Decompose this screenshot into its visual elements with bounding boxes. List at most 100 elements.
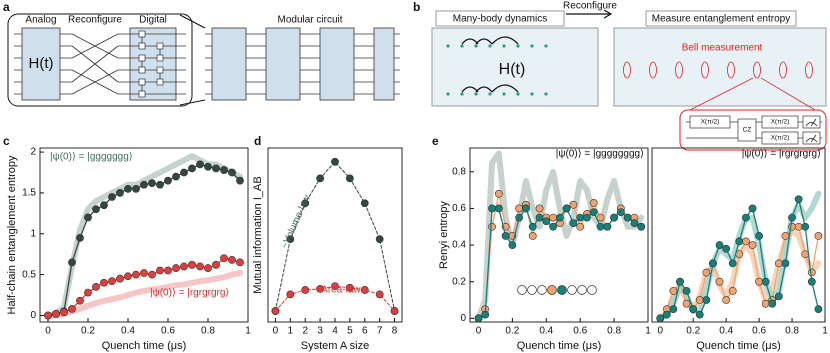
data-point (360, 286, 369, 294)
gate (737, 118, 757, 142)
data-point (748, 241, 757, 249)
reconfigure-label: Reconfigure (68, 15, 122, 26)
analog-label: Analog (25, 15, 56, 26)
bell-label: Bell measurement (682, 43, 763, 54)
module (373, 27, 395, 101)
data-point (781, 259, 790, 268)
data-point (228, 256, 236, 264)
x-tick-label: 2 (302, 326, 308, 337)
data-point (331, 282, 339, 290)
x-tick-label: 0 (657, 326, 663, 337)
x-axis-label: System A size (301, 340, 369, 352)
data-point (331, 157, 339, 166)
hamiltonian: H(t) (499, 61, 526, 78)
atoms (446, 44, 548, 96)
x-axis-label: Quench time (μs) (517, 340, 602, 352)
data-point (204, 162, 212, 171)
plot-frame (651, 147, 826, 323)
x-tick-label: 0.8 (201, 326, 215, 337)
data-point (630, 219, 639, 227)
gate (689, 115, 731, 129)
data-point (236, 258, 244, 267)
data-point (212, 164, 220, 173)
y-tick-label: 1 (30, 228, 36, 239)
data-point (140, 180, 148, 189)
data-point (100, 278, 108, 287)
data-point (68, 258, 76, 267)
data-point (814, 232, 823, 240)
panel-label: a (3, 0, 10, 14)
data-point (188, 260, 196, 269)
data-point (722, 296, 731, 304)
data-point (172, 172, 180, 181)
gate-label: CZ (743, 127, 752, 134)
panel-label: b (413, 0, 420, 14)
data-point (735, 237, 744, 246)
data-point (682, 299, 691, 308)
digital-wires (130, 33, 176, 95)
panel-a: a H(t) Analog Reconfigure Digital Modula… (3, 0, 400, 107)
frame (7, 13, 193, 107)
y-tick-label: 1.5 (22, 188, 36, 199)
data-point (60, 308, 68, 317)
data-point (662, 310, 671, 319)
data-point (755, 232, 763, 240)
annotation: ~Area-law (315, 285, 361, 296)
data-point (345, 174, 354, 183)
data-point (515, 213, 524, 222)
data-point (148, 179, 156, 188)
x-tick-label: 1 (822, 326, 828, 337)
data-point (508, 241, 517, 249)
x-tick-label: 1 (288, 326, 294, 337)
data-point (576, 222, 585, 231)
data-point (515, 204, 524, 213)
data-point (188, 164, 196, 173)
data-point (100, 201, 108, 210)
x-tick-label: 4 (332, 326, 338, 337)
data-point (728, 286, 737, 295)
y-axis-label: Mutual information I_AB (252, 176, 264, 293)
data-point (116, 189, 124, 197)
module (265, 27, 301, 101)
panel-label: c (3, 134, 10, 148)
data-point (488, 222, 496, 231)
arrow (566, 9, 613, 19)
hamiltonian: H(t) (29, 55, 54, 72)
data-point (76, 233, 84, 242)
plot-frame (39, 147, 249, 323)
data-point (212, 260, 220, 269)
data-point (84, 288, 92, 297)
data-point (92, 205, 100, 214)
data-point (84, 213, 92, 222)
data-point (535, 213, 544, 222)
meter (802, 115, 821, 129)
data-point (742, 237, 750, 246)
data-point (196, 262, 204, 271)
gate-label: X(π/2) (771, 135, 790, 142)
x-tick-label: 0 (273, 326, 279, 337)
data-point (596, 222, 605, 231)
meter (802, 131, 821, 145)
data-point (682, 286, 691, 295)
data-point (220, 166, 228, 174)
data-point (695, 296, 704, 304)
data-point (788, 222, 796, 231)
data-point (669, 305, 678, 314)
module (319, 27, 355, 101)
data-point (702, 268, 711, 277)
y-axis-label: Renyi entropy (438, 201, 450, 269)
data-point (676, 277, 684, 286)
x-tick-label: 0.6 (573, 326, 587, 337)
measure-tag (645, 10, 797, 27)
y-tick-label: 0.5 (22, 269, 36, 280)
data-point (637, 222, 646, 231)
y-tick-label: 0 (30, 310, 36, 321)
panel-label: e (432, 134, 439, 148)
data-point (132, 184, 140, 193)
data-point (528, 232, 537, 240)
data-point (236, 176, 244, 185)
data-point (768, 299, 777, 308)
data-point (562, 204, 571, 213)
data-point (709, 259, 717, 268)
data-point (569, 200, 578, 209)
